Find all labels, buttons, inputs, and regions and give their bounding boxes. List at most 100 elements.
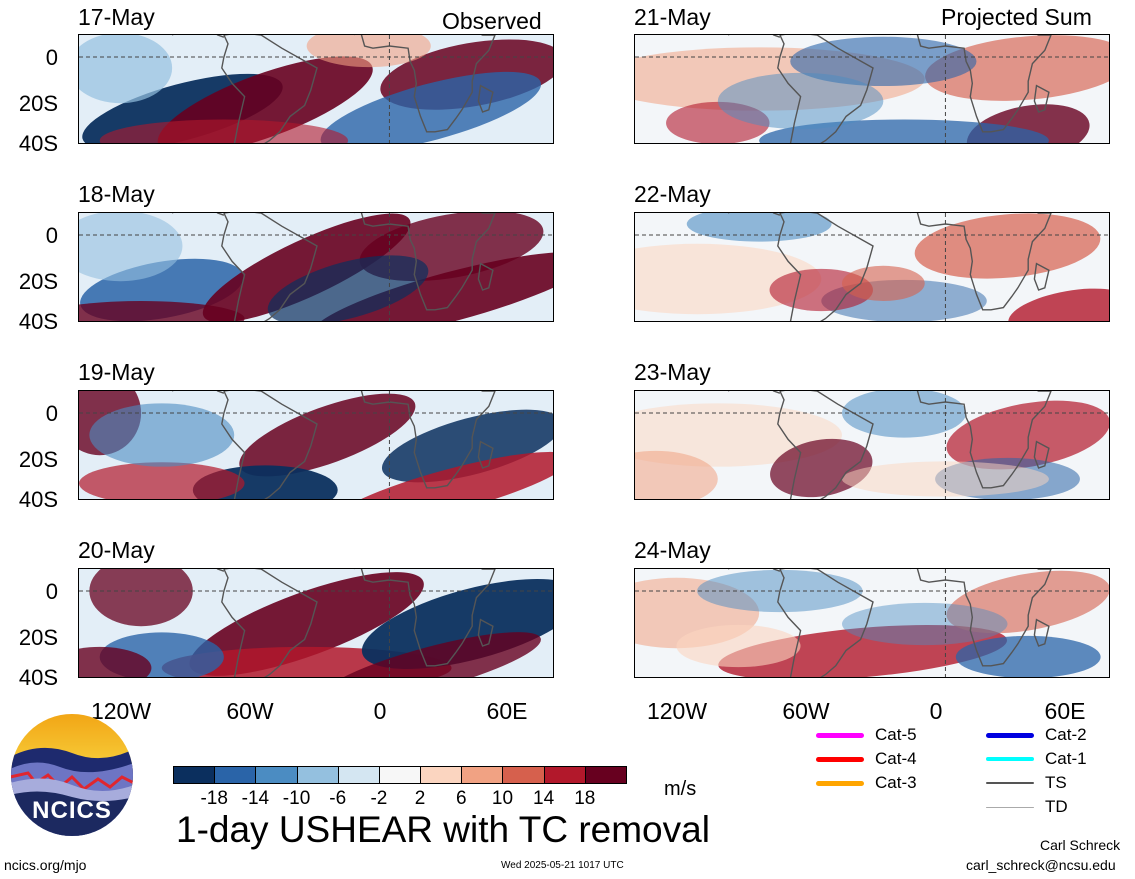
panel-date-label: 22-May: [634, 181, 711, 207]
heatmap-panel-observed-1: [78, 34, 554, 144]
shading-blob: [914, 213, 1101, 279]
tc-legend-swatch: [986, 806, 1034, 808]
shading-blob: [841, 461, 1049, 497]
y-tick-label: 20S: [18, 625, 58, 650]
colorbar-swatch: [296, 766, 339, 784]
shading-blob: [306, 35, 431, 68]
coastline: [221, 391, 318, 499]
shading-blob: [99, 119, 349, 143]
main-title: 1-day USHEAR with TC removal: [176, 809, 710, 850]
shading-blob: [89, 569, 193, 627]
shading-blob: [925, 35, 1109, 101]
colorbar-swatch: [543, 766, 586, 784]
shading-blob: [320, 71, 542, 143]
coastline: [221, 213, 318, 321]
coastline: [1033, 440, 1050, 469]
coastline: [777, 391, 874, 499]
colorbar-swatch: [337, 766, 380, 784]
shading-blob: [686, 213, 832, 242]
heatmap-panel-observed-4: [78, 568, 554, 678]
coastline: [477, 440, 494, 469]
x-tick-label: 0: [373, 698, 387, 724]
shading-blob: [320, 632, 541, 677]
coastline: [1033, 262, 1050, 291]
shading-blob: [946, 570, 1109, 634]
heatmap-panel-projected-2: [634, 212, 1110, 322]
shading-blob: [79, 35, 173, 104]
shading-blob: [267, 255, 429, 321]
colorbar-tick-label: 14: [533, 788, 555, 809]
heatmap-canvas: [79, 35, 553, 143]
colorbar-tick-label: -6: [329, 788, 347, 809]
coastline: [477, 262, 494, 291]
coastline: [172, 213, 225, 216]
heatmap-panel-projected-3: [634, 390, 1110, 500]
y-tick-label: 40S: [18, 487, 58, 512]
tc-legend-label: Cat-3: [875, 773, 917, 792]
coastline: [354, 569, 496, 667]
coastline: [910, 391, 1052, 489]
heatmap-panel-projected-4: [634, 568, 1110, 678]
colorbar-swatch: [214, 766, 257, 784]
tc-legend-label: TS: [1045, 773, 1067, 792]
x-tick-label: 120W: [646, 698, 708, 724]
projected-column-title: Projected Sum: [941, 4, 1092, 30]
colorbar-swatch: [420, 766, 463, 784]
heatmap-canvas: [79, 569, 553, 677]
coastline: [910, 213, 1052, 311]
heatmap-canvas: [635, 35, 1109, 143]
coastline: [354, 35, 496, 133]
observed-column-title: Observed: [442, 8, 542, 34]
colorbar-swatch: [502, 766, 545, 784]
coastline: [172, 35, 225, 38]
y-tick-label: 40S: [18, 131, 58, 156]
tc-legend-swatch: [816, 780, 864, 786]
panel-date-label: 17-May: [78, 4, 155, 30]
colorbar-tick-label: 2: [414, 788, 426, 809]
panel-date-label: 19-May: [78, 359, 155, 385]
x-tick-label: 120W: [90, 698, 152, 724]
shading-blob: [1008, 288, 1109, 321]
colorbar-units: m/s: [664, 778, 697, 800]
footer-email: carl_schreck@ncsu.edu: [966, 857, 1116, 873]
y-tick-label: 0: [45, 45, 58, 70]
coastline: [172, 391, 225, 394]
shading-blob: [239, 393, 416, 477]
y-tick-label: 0: [45, 579, 58, 604]
shading-blob: [79, 301, 245, 321]
coastline: [728, 569, 781, 572]
heatmap-canvas: [635, 569, 1109, 677]
coastline: [477, 84, 494, 113]
heatmap-panel-projected-1: [634, 34, 1110, 144]
shading-blob: [79, 462, 245, 499]
tc-legend-label: Cat-4: [875, 749, 917, 768]
tc-legend-swatch: [986, 782, 1034, 784]
footer-site-link[interactable]: ncics.org/mjo: [4, 857, 87, 873]
coastline: [1033, 618, 1050, 647]
tc-legend-label: Cat-5: [875, 725, 917, 744]
panel-date-label: 18-May: [78, 181, 155, 207]
y-tick-label: 0: [45, 223, 58, 248]
colorbar-tick-label: -2: [370, 788, 388, 809]
x-tick-label: 60W: [226, 698, 274, 724]
colorbar-tick-label: 6: [455, 788, 467, 809]
ncics-logo-graphic: [11, 714, 133, 836]
tc-legend-swatch: [816, 732, 864, 738]
ncics-logo[interactable]: NCICS: [10, 713, 134, 837]
y-tick-label: 0: [45, 401, 58, 426]
x-tick-label: 0: [929, 698, 943, 724]
shading-blob: [331, 451, 553, 499]
footer-author: Carl Schreck: [1040, 837, 1121, 853]
colorbar-swatch: [378, 766, 422, 784]
tc-legend-label: Cat-2: [1045, 725, 1087, 744]
heatmap-canvas: [635, 391, 1109, 499]
y-tick-label: 40S: [18, 665, 58, 690]
y-tick-label: 20S: [18, 269, 58, 294]
coastline: [172, 569, 225, 572]
shading-blob: [79, 213, 183, 282]
coastline: [728, 391, 781, 394]
tc-legend-label: Cat-1: [1045, 749, 1087, 768]
coastline: [910, 35, 1052, 133]
x-tick-label: 60E: [1044, 698, 1086, 724]
colorbar-tick-label: 18: [574, 788, 596, 809]
